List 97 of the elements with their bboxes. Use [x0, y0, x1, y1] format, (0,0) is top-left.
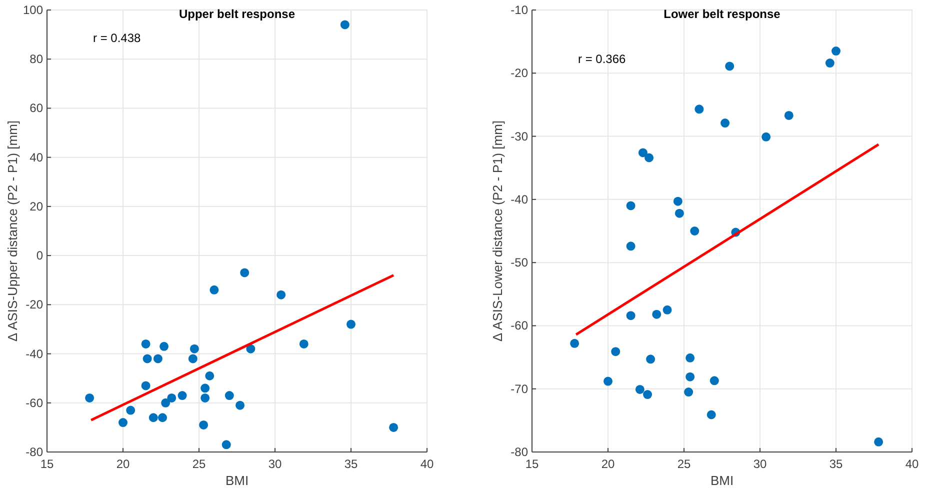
point — [662, 305, 672, 314]
point — [784, 110, 794, 120]
y-tick-label: 80 — [30, 52, 44, 66]
point — [199, 420, 208, 430]
point — [276, 290, 286, 300]
point — [141, 339, 150, 348]
point — [178, 391, 187, 400]
point — [690, 226, 700, 236]
point — [710, 376, 719, 386]
point — [684, 388, 694, 397]
x-tick-label: 25 — [677, 457, 691, 471]
point — [224, 391, 234, 400]
y-tick-label: 0 — [36, 248, 44, 263]
y-tick-label: 60 — [30, 101, 44, 116]
point — [706, 410, 716, 420]
y-tick-label: -20 — [26, 298, 44, 312]
point — [570, 338, 580, 348]
y-tick-label: -60 — [26, 396, 44, 410]
point — [643, 390, 652, 400]
point — [825, 58, 834, 68]
point — [389, 422, 398, 432]
point — [694, 104, 704, 114]
point — [626, 242, 636, 251]
point — [652, 310, 662, 319]
point — [762, 132, 771, 142]
chart-title: Upper belt response — [178, 7, 296, 21]
point — [200, 393, 210, 402]
annotation: r = 0.438 — [93, 31, 142, 45]
point — [205, 371, 214, 380]
point — [832, 46, 840, 56]
point — [604, 376, 612, 386]
x-tick-label: 35 — [344, 457, 358, 471]
point — [200, 384, 210, 393]
y-tick-label: 20 — [30, 199, 44, 214]
y-axis-title: Δ ASIS-Upper distance (P2 - P1) [mm] — [5, 120, 20, 342]
y-axis-title: Δ ASIS-Lower distance (P2 - P1) [mm] — [490, 120, 505, 342]
point — [142, 354, 152, 364]
point — [874, 437, 884, 446]
y-tick-label: -30 — [510, 129, 528, 144]
point — [626, 311, 636, 320]
x-tick-label: 25 — [192, 457, 206, 471]
point — [190, 344, 199, 354]
point — [673, 196, 682, 206]
y-tick-label: -80 — [26, 445, 44, 459]
chart-title: Lower belt response — [664, 7, 781, 21]
point — [85, 393, 94, 402]
point — [686, 372, 695, 382]
point — [635, 384, 644, 394]
y-tick-label: -50 — [510, 256, 528, 270]
point — [161, 398, 170, 408]
point — [674, 208, 684, 218]
point — [188, 354, 198, 364]
x-tick-label: 15 — [525, 457, 539, 471]
y-tick-label: -60 — [510, 318, 528, 333]
point — [725, 62, 734, 71]
x-axis-title: BMI — [225, 473, 249, 488]
point — [686, 353, 695, 362]
point — [646, 354, 656, 364]
point — [210, 285, 219, 294]
y-tick-label: 40 — [30, 150, 44, 164]
x-tick-label: 40 — [420, 457, 434, 471]
x-axis-title: BMI — [710, 473, 734, 488]
x-tick-label: 30 — [753, 457, 767, 471]
y-tick-label: -70 — [510, 382, 528, 396]
point — [141, 381, 150, 390]
x-tick-label: 20 — [116, 457, 130, 471]
point — [167, 393, 176, 402]
point — [148, 413, 158, 422]
point — [644, 153, 654, 162]
y-tick-label: 100 — [22, 3, 44, 17]
point — [153, 354, 162, 364]
point — [240, 268, 250, 278]
point — [340, 20, 350, 30]
x-tick-label: 30 — [268, 457, 282, 471]
x-tick-label: 40 — [905, 457, 919, 471]
point — [222, 440, 231, 450]
point — [626, 201, 636, 210]
point — [246, 344, 256, 354]
y-tick-label: -40 — [510, 192, 528, 206]
point — [299, 339, 308, 348]
point — [158, 413, 168, 422]
point — [126, 406, 136, 415]
point — [720, 118, 730, 128]
annotation: r = 0.366 — [578, 52, 626, 66]
point — [638, 148, 648, 158]
y-tick-label: -20 — [510, 66, 528, 80]
x-tick-label: 15 — [40, 457, 54, 471]
point — [118, 418, 128, 428]
point — [236, 400, 245, 410]
y-tick-label: -10 — [510, 3, 528, 17]
point — [160, 342, 169, 351]
x-tick-label: 20 — [601, 457, 615, 471]
y-tick-label: -40 — [26, 346, 44, 361]
y-tick-label: -80 — [510, 445, 528, 459]
x-tick-label: 35 — [829, 457, 843, 471]
point — [346, 320, 356, 329]
point — [611, 347, 620, 356]
